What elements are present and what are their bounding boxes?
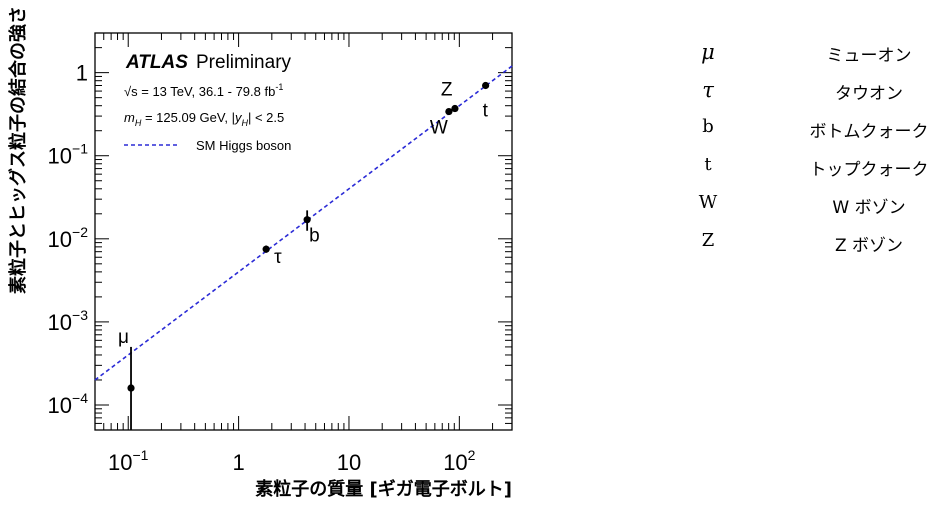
x-tick-label: 10−1	[108, 447, 149, 475]
legend-label: SM Higgs boson	[196, 138, 291, 153]
particle-row: t トップクォーク	[688, 154, 950, 192]
rapidity-sub: H	[241, 118, 248, 128]
y-tick-label: 10−3	[48, 307, 89, 335]
rapidity-symbol: y	[234, 110, 243, 125]
particle-row: W W ボゾン	[688, 192, 950, 230]
particle-symbol: Z	[701, 230, 715, 251]
mass-text: = 125.09 GeV, |	[141, 110, 235, 125]
point-label: Z	[441, 80, 453, 101]
x-tick-labels: 10−1 1 10 102	[108, 447, 476, 475]
particle-row: Z Z ボゾン	[688, 230, 950, 268]
x-axis-title: 素粒子の質量 [ギガ電子ボルト]	[255, 478, 512, 500]
x-tick-exp: −1	[132, 447, 148, 463]
point-label: τ	[274, 247, 282, 268]
y-tick-base: 10	[48, 393, 72, 418]
particle-name: タウオン	[835, 84, 903, 104]
particle-symbol: W	[698, 192, 718, 213]
data-points: μ τ b WZt	[118, 80, 490, 430]
energy-exp: -1	[275, 82, 283, 92]
particle-symbol: μ	[701, 40, 715, 64]
data-point	[482, 81, 490, 90]
particle-row: μ ミューオン	[688, 40, 950, 78]
y-tick-label: 10−2	[48, 224, 89, 252]
x-tick-label: 1	[232, 450, 244, 475]
x-tick-base: 10	[108, 450, 132, 475]
particle-symbol: b	[702, 116, 714, 137]
y-tick-exp: −3	[72, 307, 88, 323]
data-point	[303, 216, 311, 224]
y-tick-base: 10	[48, 144, 72, 169]
particle-name: トップクォーク	[809, 160, 929, 180]
y-tick-labels: 10−410−310−210−11	[48, 61, 89, 418]
x-tick-base: 10	[337, 450, 361, 475]
mass-sub: H	[135, 118, 142, 128]
y-tick-label: 10−4	[48, 390, 89, 418]
sm-higgs-line	[94, 65, 513, 381]
particle-row: b ボトムクォーク	[688, 116, 950, 154]
particle-name: ボトムクォーク	[809, 122, 929, 142]
y-tick-base: 1	[76, 61, 88, 86]
point-label: μ	[118, 327, 129, 348]
atlas-status: Preliminary	[196, 52, 292, 73]
particle-symbol: τ	[702, 78, 714, 102]
particle-row: τ タウオン	[688, 78, 950, 116]
mass-line: mH = 125.09 GeV, |yH| < 2.5	[124, 110, 284, 128]
plot-frame	[94, 32, 513, 431]
particle-name: Z ボゾン	[834, 236, 904, 256]
point-label: b	[309, 226, 320, 247]
particle-name: ミューオン	[826, 46, 912, 66]
particle-symbol: t	[704, 154, 712, 175]
y-tick-exp: −2	[72, 224, 88, 240]
energy-text: √s = 13 TeV, 36.1 - 79.8 fb	[124, 84, 275, 99]
y-tick-base: 10	[48, 227, 72, 252]
x-tick-label: 102	[443, 447, 475, 475]
y-tick-exp: −4	[72, 390, 88, 406]
y-axis-title: 素粒子とヒッグス粒子の結合の強さ	[7, 6, 29, 294]
rapidity-tail: | < 2.5	[248, 110, 284, 125]
y-tick-exp: −1	[72, 141, 88, 157]
data-point	[445, 107, 453, 116]
data-point	[127, 384, 135, 392]
x-tick-label: 10	[337, 450, 361, 475]
particle-name: W ボゾン	[832, 198, 906, 218]
data-point	[262, 245, 270, 253]
particle-table: μ ミューオン τ タウオン b ボトムクォーク t トップクォーク W W ボゾン Z Z ボゾン	[688, 40, 950, 268]
y-tick-base: 10	[48, 310, 72, 335]
y-tick-label: 10−1	[48, 141, 89, 169]
x-tick-base: 1	[232, 450, 244, 475]
point-label: W	[430, 118, 448, 139]
y-tick-label: 1	[76, 61, 88, 86]
point-label: t	[483, 101, 489, 122]
energy-line: √s = 13 TeV, 36.1 - 79.8 fb-1	[124, 82, 283, 99]
mass-symbol: m	[124, 110, 135, 125]
x-tick-base: 10	[443, 450, 467, 475]
axis-ticks	[94, 32, 513, 431]
x-tick-exp: 2	[468, 447, 476, 463]
data-point	[451, 104, 459, 113]
atlas-label: ATLAS	[125, 52, 188, 73]
